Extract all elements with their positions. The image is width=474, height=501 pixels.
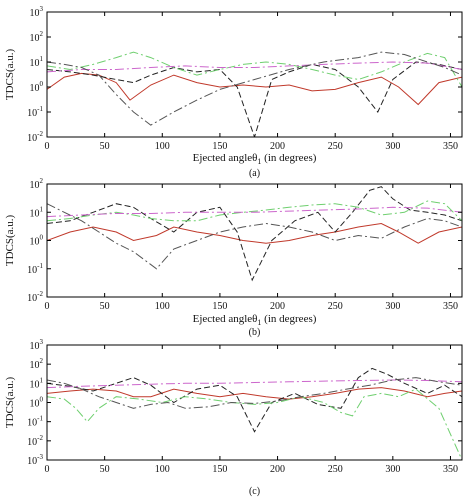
panel-caption: (b) <box>249 327 261 338</box>
plot-frame <box>46 344 463 461</box>
series-line-4 <box>47 379 462 389</box>
series-line-4 <box>47 206 462 218</box>
x-tick-label: 150 <box>212 464 227 475</box>
series-line-2 <box>47 61 462 137</box>
series-line-2 <box>47 186 462 282</box>
x-tick-label: 0 <box>45 464 50 475</box>
series-line-1 <box>47 72 462 106</box>
series-line-5 <box>47 377 462 409</box>
x-tick-label: 100 <box>155 141 170 152</box>
series-line-5 <box>47 203 462 270</box>
x-tick-label: 100 <box>155 301 170 312</box>
x-tick-label: 300 <box>385 301 400 312</box>
plot-frame <box>46 11 463 138</box>
y-axis-label: TDCS(a.u.) <box>4 377 16 429</box>
y-tick-label: 101 <box>30 376 44 390</box>
x-tick-label: 0 <box>45 301 50 312</box>
y-tick-label: 10-3 <box>27 453 43 467</box>
y-tick-label: 100 <box>30 80 44 94</box>
y-tick-label: 10-1 <box>27 262 43 276</box>
panel-caption: (c) <box>249 486 260 497</box>
y-tick-label: 102 <box>30 357 44 371</box>
y-tick-label: 103 <box>30 5 44 19</box>
x-tick-label: 150 <box>212 301 227 312</box>
series-line-2 <box>47 367 462 433</box>
series-line-4 <box>47 61 462 73</box>
y-tick-label: 102 <box>30 177 44 191</box>
x-tick-label: 300 <box>385 141 400 152</box>
x-tick-label: 50 <box>100 141 110 152</box>
plot-frame <box>46 183 463 298</box>
series-line-5 <box>47 51 462 126</box>
y-tick-label: 101 <box>30 205 44 219</box>
y-tick-label: 102 <box>30 30 44 44</box>
x-tick-label: 250 <box>328 141 343 152</box>
panel-caption: (a) <box>249 168 260 179</box>
series-line-1 <box>47 222 462 244</box>
x-axis-label: Ejected angleθ1 (in degrees) <box>193 313 317 327</box>
x-tick-label: 0 <box>45 141 50 152</box>
y-tick-label: 10-2 <box>27 290 43 304</box>
y-axis-label: TDCS(a.u.) <box>4 49 16 101</box>
x-tick-label: 300 <box>385 464 400 475</box>
x-tick-label: 100 <box>155 464 170 475</box>
panel-a: 0 50 100 150 200 250 300 350 10-2 10-1 100 101 102 10… <box>4 5 463 179</box>
y-tick-label: 100 <box>30 396 44 410</box>
panel-b: 0 50 100 150 200 250 300 350 10-2 10-1 100 101 102 TD… <box>4 177 463 338</box>
y-tick-label: 100 <box>30 234 44 248</box>
y-tick-label: 10-2 <box>27 434 43 448</box>
x-tick-label: 250 <box>328 464 343 475</box>
y-tick-label: 103 <box>30 338 44 352</box>
x-tick-label: 350 <box>443 141 458 152</box>
x-tick-label: 350 <box>443 301 458 312</box>
panel-c: 0 50 100 150 200 250 300 350 10-3 10-2 10-1 100 101 1… <box>4 338 463 497</box>
x-tick-label: 150 <box>212 141 227 152</box>
series-line-3 <box>47 51 462 88</box>
series-line-3 <box>47 388 462 460</box>
x-tick-label: 350 <box>443 464 458 475</box>
y-tick-label: 10-1 <box>27 415 43 429</box>
x-tick-label: 200 <box>270 464 285 475</box>
x-axis-label: Ejected angleθ1 (in degrees) <box>193 152 317 166</box>
x-tick-label: 200 <box>270 301 285 312</box>
y-tick-label: 10-1 <box>27 105 43 119</box>
x-tick-label: 250 <box>328 301 343 312</box>
series-line-1 <box>47 387 462 400</box>
y-tick-label: 10-2 <box>27 130 43 144</box>
x-tick-label: 50 <box>100 464 110 475</box>
x-tick-label: 50 <box>100 301 110 312</box>
y-axis-label: TDCS(a.u.) <box>4 215 16 267</box>
x-tick-label: 200 <box>270 141 285 152</box>
series-line-3 <box>47 200 462 222</box>
y-tick-label: 101 <box>30 55 44 69</box>
